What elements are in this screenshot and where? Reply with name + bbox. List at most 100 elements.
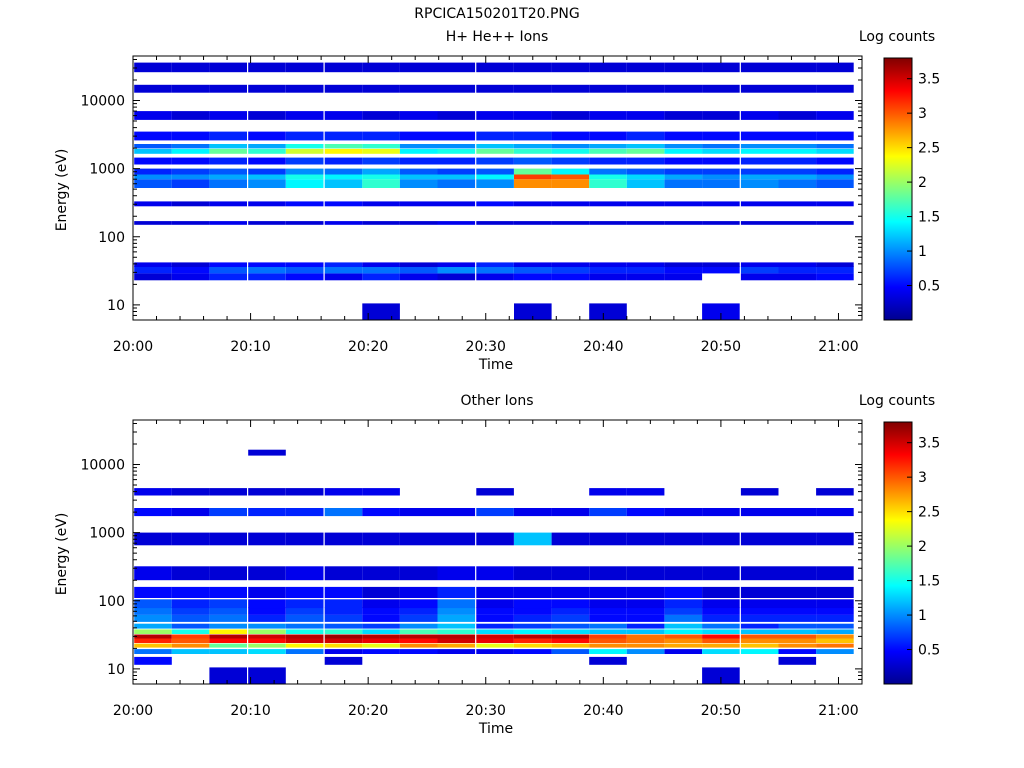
spectrogram-cell (285, 629, 324, 634)
spectrogram-cell (476, 566, 514, 581)
spectrogram-cell (399, 174, 438, 180)
spectrogram-cell (362, 266, 400, 274)
spectrogram-cell (285, 84, 324, 93)
spectrogram-cell (816, 62, 854, 73)
spectrogram-cell (399, 221, 438, 225)
spectrogram-cell (514, 62, 552, 73)
spectrogram-cell (589, 273, 627, 281)
spectrogram-cell (437, 623, 476, 629)
spectrogram-cell (589, 84, 627, 93)
spectrogram-cell (209, 629, 247, 634)
spectrogram-cell (285, 614, 324, 622)
spectrogram-cell (324, 623, 363, 629)
spectrogram-cell (285, 643, 324, 648)
spectrogram-cell (362, 488, 400, 496)
spectrogram-cell (514, 273, 552, 281)
spectrogram-cell (437, 262, 476, 267)
spectrogram-cell (476, 179, 514, 188)
spectrogram-cell (702, 174, 740, 180)
spectrogram-cell (362, 634, 400, 639)
spectrogram-cell (664, 643, 703, 648)
spectrogram-cell (664, 148, 703, 154)
spectrogram-cell (437, 144, 476, 149)
spectrogram-cell (626, 638, 665, 643)
spectrogram-cell (778, 131, 817, 141)
spectrogram-cell (740, 201, 779, 207)
spectrogram-cell (551, 262, 590, 267)
spectrogram-cell (285, 266, 324, 274)
spectrogram-cell (702, 201, 740, 207)
spectrogram-cell (134, 643, 172, 648)
spectrogram-cell (209, 649, 247, 654)
x-tick-label: 20:00 (113, 339, 153, 355)
spectrogram-cell (702, 614, 740, 622)
spectrogram-cell (778, 508, 817, 517)
spectrogram-cell (437, 566, 476, 581)
spectrogram-cell (664, 532, 703, 546)
spectrogram-cell (324, 84, 363, 93)
spectrogram-cell (248, 144, 286, 149)
spectrogram-cell (664, 168, 703, 175)
spectrogram-cell (476, 629, 514, 634)
spectrogram-cell (551, 221, 590, 225)
spectrogram-cell (362, 157, 400, 165)
spectrogram-cell (664, 179, 703, 188)
spectrogram-cell (285, 157, 324, 165)
spectrogram-cell (248, 643, 286, 648)
spectrogram-cell (551, 649, 590, 654)
spectrogram-cell (702, 629, 740, 634)
spectrogram-cell (362, 643, 400, 648)
spectrogram-cell (399, 638, 438, 643)
spectrogram-cell (551, 84, 590, 93)
spectrogram-cell (324, 221, 363, 225)
spectrogram-cell (514, 607, 552, 615)
spectrogram-cell (740, 508, 779, 517)
spectrogram-cell (362, 566, 400, 581)
spectrogram-cell (285, 131, 324, 141)
spectrogram-cell (816, 111, 854, 120)
spectrogram-cell (702, 62, 740, 73)
spectrogram-cell (324, 111, 363, 120)
spectrogram-cell (437, 643, 476, 648)
spectrogram-cell (362, 614, 400, 622)
plot-frame (132, 419, 863, 685)
spectrogram-cell (209, 157, 247, 165)
spectrogram-cell (551, 508, 590, 517)
spectrogram-cell (324, 174, 363, 180)
spectrogram-cell (209, 614, 247, 622)
spectrogram-cell (740, 643, 779, 648)
spectrogram-cell (476, 148, 514, 154)
spectrogram-cell (171, 144, 210, 149)
spectrogram-cell (514, 614, 552, 622)
spectrogram-cell (437, 84, 476, 93)
spectrogram-cell (324, 566, 363, 581)
spectrogram-cell (285, 566, 324, 581)
spectrogram-cell (134, 157, 172, 165)
spectrogram-cell (551, 111, 590, 120)
spectrogram-cell (324, 634, 363, 639)
spectrogram-cell (551, 614, 590, 622)
spectrogram-cell (171, 266, 210, 274)
spectrogram-cell (209, 566, 247, 581)
spectrogram-cell (248, 201, 286, 207)
spectrogram-cell (437, 221, 476, 225)
spectrogram-cell (324, 656, 363, 665)
spectrogram-cell (285, 273, 324, 281)
x-tick-label: 20:20 (348, 703, 388, 719)
spectrogram-cell (514, 131, 552, 141)
spectrogram-cell (285, 634, 324, 639)
spectrogram-cell (209, 643, 247, 648)
spectrogram-cell (664, 566, 703, 581)
spectrogram-cell (702, 643, 740, 648)
spectrogram-cell (171, 614, 210, 622)
top-panel-title: H+ He++ Ions (445, 29, 549, 45)
spectrogram-cell (664, 599, 703, 609)
spectrogram-cell (551, 62, 590, 73)
spectrogram-cell (209, 607, 247, 615)
colorbar-tick-label: 2.5 (918, 505, 940, 521)
spectrogram-cell (171, 148, 210, 154)
spectrogram-cell (664, 273, 703, 281)
spectrogram-cell (248, 148, 286, 154)
spectrogram-cell (437, 599, 476, 609)
spectrogram-cell (702, 586, 740, 598)
